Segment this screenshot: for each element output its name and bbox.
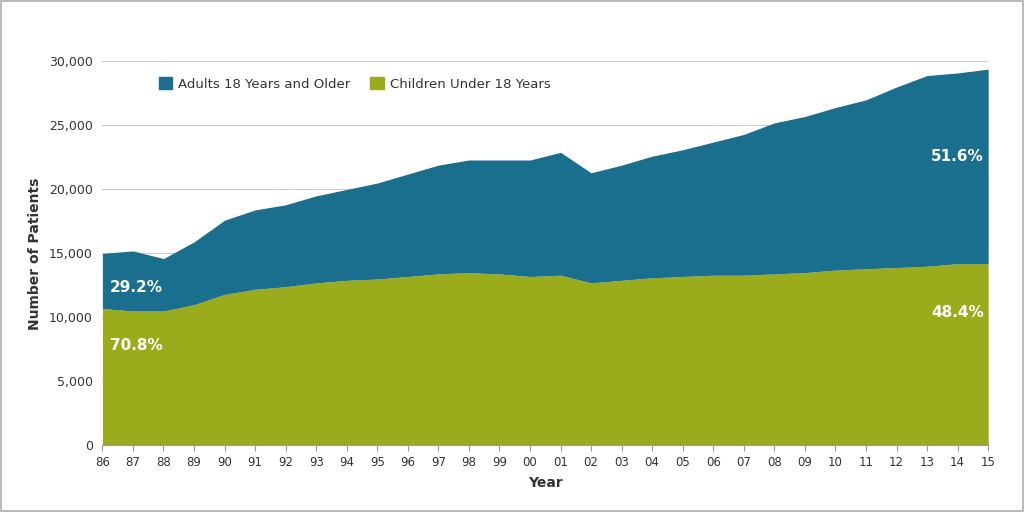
- Text: 29.2%: 29.2%: [110, 280, 163, 295]
- X-axis label: Year: Year: [528, 476, 562, 490]
- Text: 70.8%: 70.8%: [110, 338, 163, 353]
- Y-axis label: Number of Patients: Number of Patients: [28, 177, 42, 330]
- Text: 48.4%: 48.4%: [931, 305, 984, 320]
- Text: Number of Children and Adults with CF, 1986–2015: Number of Children and Adults with CF, 1…: [12, 24, 590, 42]
- Text: 51.6%: 51.6%: [931, 149, 984, 164]
- Legend: Adults 18 Years and Older, Children Under 18 Years: Adults 18 Years and Older, Children Unde…: [154, 72, 556, 96]
